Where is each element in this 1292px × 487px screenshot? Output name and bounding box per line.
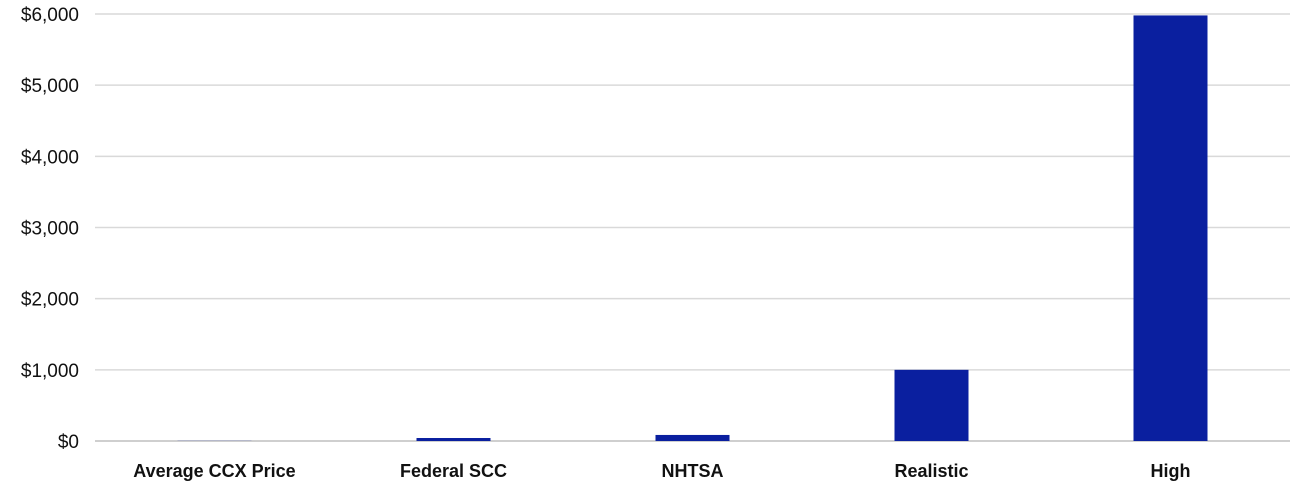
y-tick-label: $1,000 — [21, 361, 79, 382]
bar-realistic — [894, 369, 969, 441]
y-tick-label: $5,000 — [21, 76, 79, 97]
x-category-label: Average CCX Price — [133, 461, 295, 481]
y-tick-label: $2,000 — [21, 290, 79, 311]
y-tick-label: $0 — [58, 432, 79, 453]
x-axis-category-labels: Average CCX Price Federal SCC NHTSA Realist… — [133, 461, 1190, 481]
y-tick-label: $3,000 — [21, 219, 79, 240]
bar-high — [1133, 15, 1208, 441]
x-category-label: Federal SCC — [400, 461, 507, 481]
x-category-label: Realistic — [894, 461, 968, 481]
bar-nhtsa — [655, 434, 730, 441]
bars — [177, 15, 1208, 441]
y-tick-label: $6,000 — [21, 5, 79, 26]
x-category-label: High — [1151, 461, 1191, 481]
gridlines — [95, 13, 1290, 442]
x-category-label: NHTSA — [662, 461, 724, 481]
y-axis-tick-labels: $0 $1,000 $2,000 $3,000 $4,000 $5,000 $6,000 — [21, 5, 79, 453]
y-tick-label: $4,000 — [21, 147, 79, 168]
bar-federal-scc — [416, 438, 491, 441]
